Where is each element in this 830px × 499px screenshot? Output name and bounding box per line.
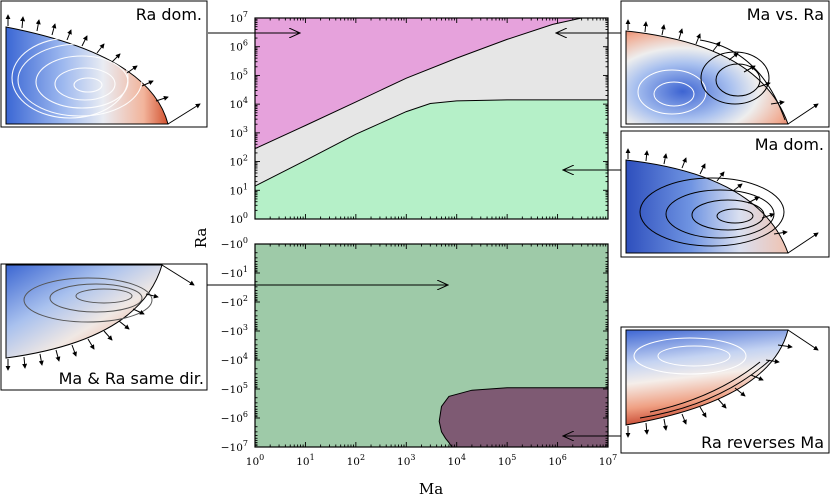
top-y-tick-label: 100 bbox=[230, 211, 248, 226]
x-tick-label: 106 bbox=[548, 453, 566, 468]
bottom-y-tick-label: −102 bbox=[221, 294, 248, 309]
top-y-tick-label: 101 bbox=[230, 182, 248, 197]
region-ra-reverses bbox=[438, 387, 608, 447]
streamlines bbox=[11, 37, 143, 119]
x-tick-label: 107 bbox=[599, 453, 617, 468]
surface-arrows bbox=[625, 148, 819, 254]
top-panel: 100 101 102 103 104 105 106 107 bbox=[230, 10, 609, 226]
bottom-y-tick-label: −104 bbox=[221, 352, 248, 367]
bottom-y-tick-label: −105 bbox=[221, 381, 248, 396]
inset-ma-dom: Ma dom. bbox=[620, 130, 830, 258]
inset-same-dir: Ma & Ra same dir. bbox=[0, 263, 208, 391]
top-y-tick-label: 106 bbox=[230, 39, 248, 54]
region-ra-dominant bbox=[255, 18, 582, 149]
top-y-tick-label: 105 bbox=[230, 67, 248, 82]
bottom-y-tick-label: −100 bbox=[221, 236, 248, 251]
top-axes-frame bbox=[254, 17, 609, 220]
surface-arrows bbox=[5, 264, 195, 371]
bottom-y-tick-label: −101 bbox=[221, 265, 248, 280]
droplet-shape bbox=[625, 329, 789, 426]
bottom-panel: 100 101 102 103 104 105 106 107 −100−101−102−10… bbox=[221, 236, 618, 468]
region-ma-vs-ra bbox=[255, 18, 608, 187]
inset-ma-vs-ra: Ma vs. Ra bbox=[620, 0, 830, 128]
x-tick-label: 104 bbox=[447, 453, 465, 468]
region-ma-dominant bbox=[255, 99, 608, 219]
inset-label-ma-dom: Ma dom. bbox=[755, 135, 824, 154]
annotation-arrows bbox=[207, 33, 622, 436]
bottom-y-tick-label: −107 bbox=[221, 439, 248, 454]
bottom-y-tick-label: −103 bbox=[221, 323, 248, 338]
x-tick-label: 105 bbox=[498, 453, 516, 468]
top-y-tick-label: 107 bbox=[230, 10, 248, 25]
bottom-y-ticks: −100 −101 −102 −103 −104 −105 −106 −107 bbox=[221, 236, 608, 454]
surface-arrows bbox=[625, 329, 819, 438]
boundary-ra-dom bbox=[255, 18, 582, 150]
streamlines-upper bbox=[633, 337, 747, 375]
inset-label-ra-dom: Ra dom. bbox=[136, 5, 202, 24]
inset-label-same-dir: Ma & Ra same dir. bbox=[59, 369, 204, 388]
streamlines-outer bbox=[699, 39, 786, 121]
top-y-tick-label: 103 bbox=[230, 125, 248, 140]
bottom-y-tick-label: −106 bbox=[221, 410, 248, 425]
inset-reverses: Ra reverses Ma bbox=[620, 326, 830, 454]
droplet-shape bbox=[625, 30, 789, 125]
surface-arrows bbox=[5, 14, 201, 125]
streamlines-lower bbox=[639, 359, 771, 419]
x-tick-label: 100 bbox=[246, 453, 264, 468]
inset-label-ma-vs-ra: Ma vs. Ra bbox=[747, 5, 824, 24]
inset-ra-dom: Ra dom. bbox=[0, 0, 208, 128]
x-tick-label: 102 bbox=[347, 453, 365, 468]
top-y-tick-label: 104 bbox=[230, 96, 248, 111]
x-tick-label: 103 bbox=[397, 453, 415, 468]
streamlines bbox=[23, 277, 153, 323]
bottom-axes-frame bbox=[254, 243, 609, 448]
top-y-tick-label: 102 bbox=[230, 154, 248, 169]
x-tick-label: 101 bbox=[296, 453, 314, 468]
inset-label-reverses: Ra reverses Ma bbox=[701, 433, 824, 452]
boundary-ma-dom bbox=[255, 99, 608, 187]
surface-arrows bbox=[625, 19, 819, 125]
x-axis-label: Ma bbox=[419, 480, 443, 498]
droplet-shape bbox=[625, 159, 789, 254]
y-axis-label: Ra bbox=[192, 228, 210, 249]
